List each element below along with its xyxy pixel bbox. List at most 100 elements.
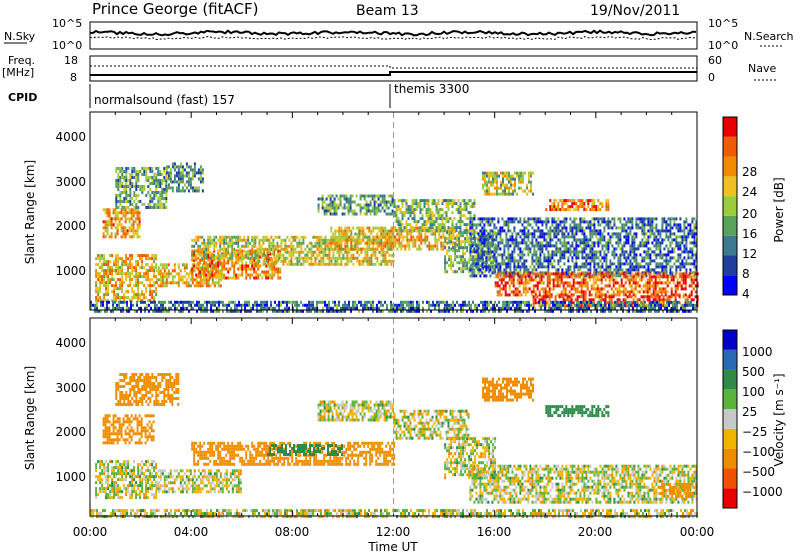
power-echo-cell (326, 241, 329, 245)
power-echo-cell (382, 247, 385, 251)
power-echo-cell (107, 290, 110, 294)
power-echo-cell (325, 203, 328, 207)
power-echo-cell (496, 281, 499, 285)
power-echo-cell (466, 261, 469, 265)
power-echo-cell (487, 235, 490, 239)
power-echo-cell (619, 268, 622, 272)
power-echo-cell (557, 223, 560, 227)
power-echo-cell (409, 214, 412, 218)
power-echo-cell (603, 238, 606, 242)
freq-label-line2: [MHz] (2, 66, 34, 79)
power-echo-cell (482, 243, 485, 247)
power-echo-cell (456, 237, 459, 241)
power-echo-cell (455, 226, 458, 230)
power-echo-cell (462, 231, 465, 235)
power-echo-cell (657, 247, 660, 251)
power-echo-cell (649, 217, 652, 221)
power-echo-cell (513, 229, 516, 233)
power-echo-cell (398, 235, 401, 239)
power-echo-cell (500, 171, 502, 175)
power-echo-cell (163, 176, 166, 179)
power-echo-cell (205, 273, 208, 277)
power-echo-cell (270, 241, 273, 245)
power-echo-cell (173, 266, 176, 270)
power-echo-cell (434, 238, 437, 242)
power-echo-cell (114, 232, 117, 236)
power-echo-cell (575, 223, 578, 227)
power-echo-cell (597, 241, 600, 245)
power-echo-cell (392, 229, 395, 233)
power-echo-cell (419, 208, 422, 212)
power-echo-cell (151, 278, 154, 282)
power-echo-cell (479, 235, 482, 239)
power-echo-cell (346, 235, 349, 239)
power-echo-cell (671, 238, 674, 242)
power-echo-cell (409, 205, 412, 209)
power-echo-cell (502, 177, 504, 181)
power-echo-cell (183, 189, 186, 193)
power-echo-cell (388, 235, 391, 239)
power-echo-cell (552, 284, 555, 288)
power-echo-cell (183, 183, 186, 187)
power-echo-cell (609, 226, 612, 230)
power-echo-cell (241, 249, 244, 253)
power-echo-cell (179, 177, 182, 181)
power-echo-cell (145, 272, 148, 276)
power-echo-cell (237, 267, 240, 271)
power-echo-cell (95, 290, 98, 294)
power-echo-cell (659, 262, 662, 266)
power-echo-cell (643, 241, 646, 245)
power-echo-cell (127, 179, 130, 182)
power-echo-cell (139, 281, 142, 285)
power-echo-cell (438, 238, 441, 242)
power-echo-cell (372, 229, 375, 233)
power-echo-cell (366, 235, 369, 239)
power-echo-cell (292, 247, 295, 251)
power-echo-cell (359, 197, 362, 201)
power-echo-cell (117, 173, 120, 176)
power-echo-cell (398, 226, 401, 230)
power-echo-cell (325, 212, 328, 216)
power-echo-cell (650, 293, 653, 297)
power-echo-cell (95, 275, 98, 279)
power-echo-cell (101, 257, 104, 261)
power-echo-cell (358, 238, 361, 242)
power-echo-cell (145, 170, 148, 173)
power-echo-cell (109, 272, 112, 276)
power-echo-cell (585, 271, 588, 275)
power-echo-cell (506, 171, 508, 175)
power-echo-cell (368, 247, 371, 251)
power-echo-cell (475, 223, 478, 227)
power-echo-cell (370, 229, 373, 233)
power-echo-cell (508, 180, 510, 184)
power-echo-cell (330, 244, 333, 248)
power-echo-cell (571, 256, 574, 260)
power-echo-cell (173, 269, 176, 273)
power-echo-cell (130, 214, 133, 218)
power-echo-cell (122, 226, 125, 230)
power-echo-cell (153, 182, 156, 185)
power-echo-cell (548, 278, 551, 282)
power-echo-cell (597, 256, 600, 260)
power-echo-cell (412, 241, 415, 245)
power-echo-cell (258, 241, 261, 245)
power-echo-cell (487, 247, 490, 251)
power-echo-cell (120, 223, 123, 227)
power-echo-cell (193, 189, 196, 193)
power-echo-cell (637, 262, 640, 266)
power-echo-cell (286, 262, 289, 266)
power-echo-cell (679, 247, 682, 251)
power-echo-cell (333, 212, 336, 216)
power-echo-cell (573, 268, 576, 272)
power-echo-cell (556, 293, 559, 297)
power-echo-cell (495, 247, 498, 251)
power-echo-cell (185, 186, 188, 190)
power-echo-cell (557, 262, 560, 266)
power-echo-cell (339, 194, 342, 198)
power-echo-cell (229, 235, 232, 239)
power-echo-cell (503, 250, 506, 254)
power-echo-cell (95, 284, 98, 288)
power-echo-cell (647, 250, 650, 254)
power-echo-cell (665, 220, 668, 224)
power-echo-cell (542, 287, 545, 291)
